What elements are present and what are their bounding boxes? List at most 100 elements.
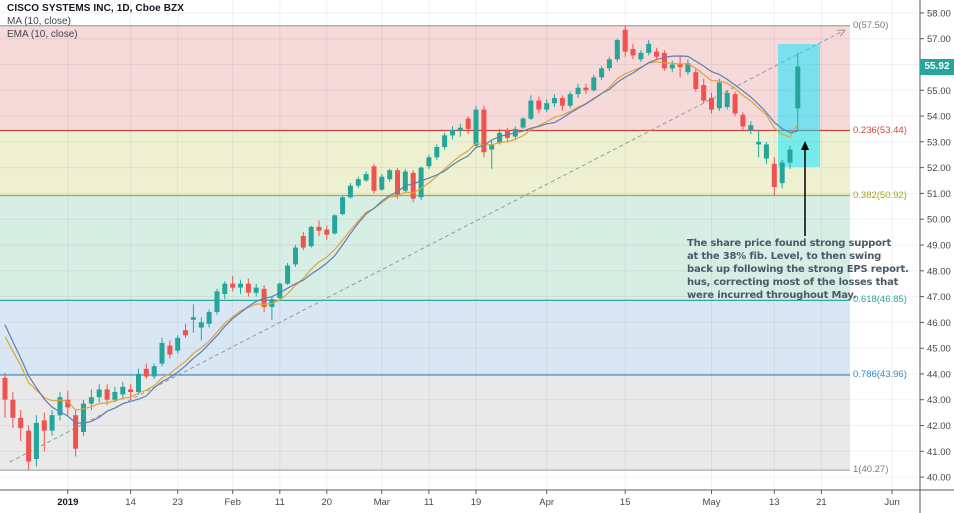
ma-indicator-label[interactable]: MA (10, close) bbox=[7, 16, 71, 27]
candle-body bbox=[387, 170, 393, 180]
price-tick-label[interactable]: 44.00 bbox=[927, 369, 951, 380]
candle-body bbox=[740, 114, 746, 127]
price-tick-label[interactable]: 52.00 bbox=[927, 163, 951, 174]
candle-body bbox=[143, 368, 149, 377]
candle-body bbox=[363, 174, 369, 181]
price-tick-label[interactable]: 45.00 bbox=[927, 344, 951, 355]
candle-body bbox=[355, 179, 361, 186]
fib-band bbox=[0, 25, 850, 131]
candle-body bbox=[677, 64, 683, 68]
time-tick-label[interactable]: Mar bbox=[374, 497, 390, 508]
candle-body bbox=[308, 226, 314, 247]
candle-body bbox=[567, 94, 573, 106]
candle-body bbox=[57, 397, 63, 416]
price-tick-label[interactable]: 57.00 bbox=[927, 34, 951, 45]
candle-body bbox=[559, 98, 565, 106]
time-tick-label[interactable]: 2019 bbox=[57, 497, 78, 508]
price-tick-label[interactable]: 58.00 bbox=[927, 8, 951, 19]
price-tick-label[interactable]: 53.00 bbox=[927, 137, 951, 148]
candle-body bbox=[450, 130, 455, 136]
time-tick-label[interactable]: May bbox=[703, 497, 721, 508]
time-tick-label[interactable]: 11 bbox=[424, 497, 434, 508]
candle-body bbox=[402, 171, 408, 191]
fib-level-label-382: 0.382(50.92) bbox=[853, 189, 907, 201]
ema-line bbox=[4, 61, 799, 411]
candle-body bbox=[183, 330, 188, 336]
price-tick-label[interactable]: 55.00 bbox=[927, 86, 951, 97]
annotation-note[interactable]: The share price found strong support at … bbox=[687, 238, 909, 301]
candle-body bbox=[128, 389, 134, 392]
candle-body bbox=[418, 167, 424, 198]
candle-body bbox=[709, 98, 714, 110]
candle-body bbox=[340, 197, 346, 215]
price-tick-label[interactable]: 54.00 bbox=[927, 112, 951, 123]
ema-indicator-label[interactable]: EMA (10, close) bbox=[7, 29, 78, 40]
time-tick-label[interactable]: 23 bbox=[172, 497, 183, 508]
candle-body bbox=[41, 420, 47, 431]
time-tick-label[interactable]: Feb bbox=[225, 497, 241, 508]
symbol-title[interactable]: CISCO SYSTEMS INC, 1D, Cboe BZX bbox=[7, 3, 185, 14]
candle-body bbox=[88, 397, 94, 404]
price-tick-label[interactable]: 47.00 bbox=[927, 292, 951, 303]
fib-band bbox=[0, 195, 850, 301]
candle-body bbox=[332, 215, 338, 234]
candle-body bbox=[434, 147, 440, 158]
fib-level-label-236: 0.236(53.44) bbox=[853, 124, 907, 136]
candle-body bbox=[779, 162, 785, 184]
candle-body bbox=[693, 72, 699, 89]
price-tick-label[interactable]: 49.00 bbox=[927, 241, 951, 252]
candle-body bbox=[583, 87, 589, 91]
time-tick-label[interactable]: 20 bbox=[322, 497, 333, 508]
candle-body bbox=[614, 40, 620, 60]
price-tick-label[interactable]: 40.00 bbox=[927, 473, 951, 484]
price-tick-label[interactable]: 46.00 bbox=[927, 318, 951, 329]
last-price-badge: 55.92 bbox=[920, 58, 954, 75]
candle-body bbox=[528, 100, 534, 119]
time-tick-label[interactable]: Apr bbox=[539, 497, 554, 508]
candle-body bbox=[33, 422, 39, 459]
price-tick-label[interactable]: 43.00 bbox=[927, 395, 951, 406]
time-tick-label[interactable]: 13 bbox=[769, 497, 780, 508]
candle-body bbox=[379, 176, 385, 190]
price-tick-label[interactable]: 48.00 bbox=[927, 266, 951, 277]
time-tick-label[interactable]: 21 bbox=[816, 497, 827, 508]
fib-band bbox=[0, 300, 850, 375]
candle-body bbox=[685, 63, 691, 73]
candle-body bbox=[175, 337, 181, 351]
candle-body bbox=[104, 389, 110, 400]
fib-band bbox=[0, 375, 850, 471]
candle-body bbox=[120, 386, 126, 395]
candle-body bbox=[347, 185, 353, 198]
price-tick-label[interactable]: 42.00 bbox=[927, 421, 951, 432]
fib-level-label-786: 0.786(43.96) bbox=[853, 369, 907, 380]
candle-body bbox=[787, 149, 793, 163]
candle-body bbox=[206, 312, 212, 324]
candle-body bbox=[277, 283, 283, 298]
fib-level-label-618: 0.618(46.85) bbox=[853, 294, 907, 306]
candle-body bbox=[724, 92, 730, 107]
candle-body bbox=[395, 170, 400, 195]
price-tick-label[interactable]: 50.00 bbox=[927, 215, 951, 226]
candle-body bbox=[481, 109, 487, 153]
time-tick-label[interactable]: 11 bbox=[275, 497, 285, 508]
time-tick-label[interactable]: Jun bbox=[884, 497, 899, 508]
fib-level-label-1: 1(40.27) bbox=[853, 464, 889, 476]
time-tick-label[interactable]: 14 bbox=[125, 497, 136, 508]
candle-body bbox=[661, 52, 667, 69]
time-tick-label[interactable]: 19 bbox=[471, 497, 482, 508]
price-tick-label[interactable]: 51.00 bbox=[927, 189, 951, 200]
trendline[interactable] bbox=[9, 29, 846, 463]
price-tick-label[interactable]: 41.00 bbox=[927, 447, 951, 458]
candle-body bbox=[230, 283, 236, 288]
candle-body bbox=[457, 127, 463, 131]
candle-body bbox=[190, 317, 196, 320]
candle-body bbox=[591, 77, 597, 91]
candle-body bbox=[222, 283, 228, 294]
candle-body bbox=[552, 98, 557, 104]
candle-body bbox=[10, 399, 16, 418]
candle-body bbox=[238, 283, 243, 288]
candle-body bbox=[701, 85, 707, 101]
fib-band bbox=[0, 130, 850, 196]
time-tick-label[interactable]: 15 bbox=[620, 497, 631, 508]
